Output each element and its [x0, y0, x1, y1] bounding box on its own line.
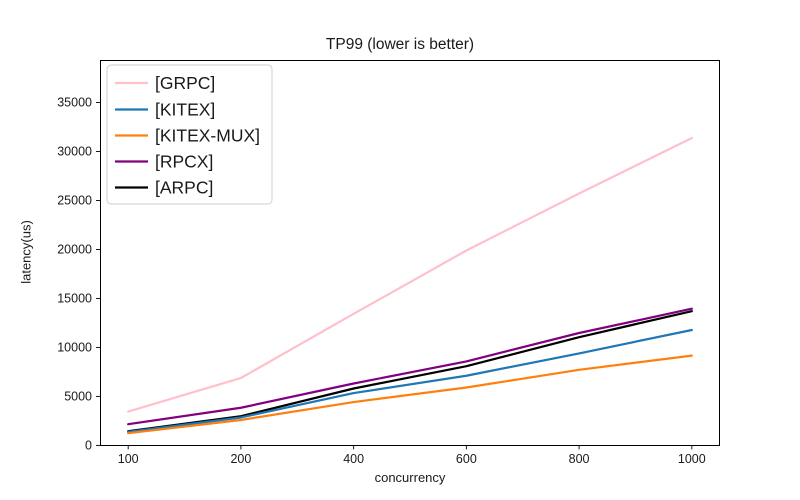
- svg-text:30000: 30000: [57, 144, 92, 158]
- svg-text:[ARPC]: [ARPC]: [155, 178, 213, 198]
- svg-text:[KITEX]: [KITEX]: [155, 100, 215, 120]
- svg-text:[RPCX]: [RPCX]: [155, 152, 213, 172]
- svg-text:5000: 5000: [64, 389, 92, 403]
- svg-text:20000: 20000: [57, 242, 92, 256]
- svg-text:800: 800: [569, 452, 590, 466]
- svg-text:100: 100: [118, 452, 139, 466]
- svg-text:0: 0: [85, 438, 92, 452]
- svg-text:15000: 15000: [57, 291, 92, 305]
- svg-text:1000: 1000: [678, 452, 706, 466]
- svg-text:400: 400: [343, 452, 364, 466]
- svg-text:[GRPC]: [GRPC]: [155, 73, 215, 93]
- svg-text:[KITEX-MUX]: [KITEX-MUX]: [155, 126, 260, 146]
- svg-text:25000: 25000: [57, 193, 92, 207]
- svg-text:35000: 35000: [57, 96, 92, 110]
- svg-text:10000: 10000: [57, 340, 92, 354]
- svg-text:600: 600: [456, 452, 477, 466]
- svg-text:200: 200: [230, 452, 251, 466]
